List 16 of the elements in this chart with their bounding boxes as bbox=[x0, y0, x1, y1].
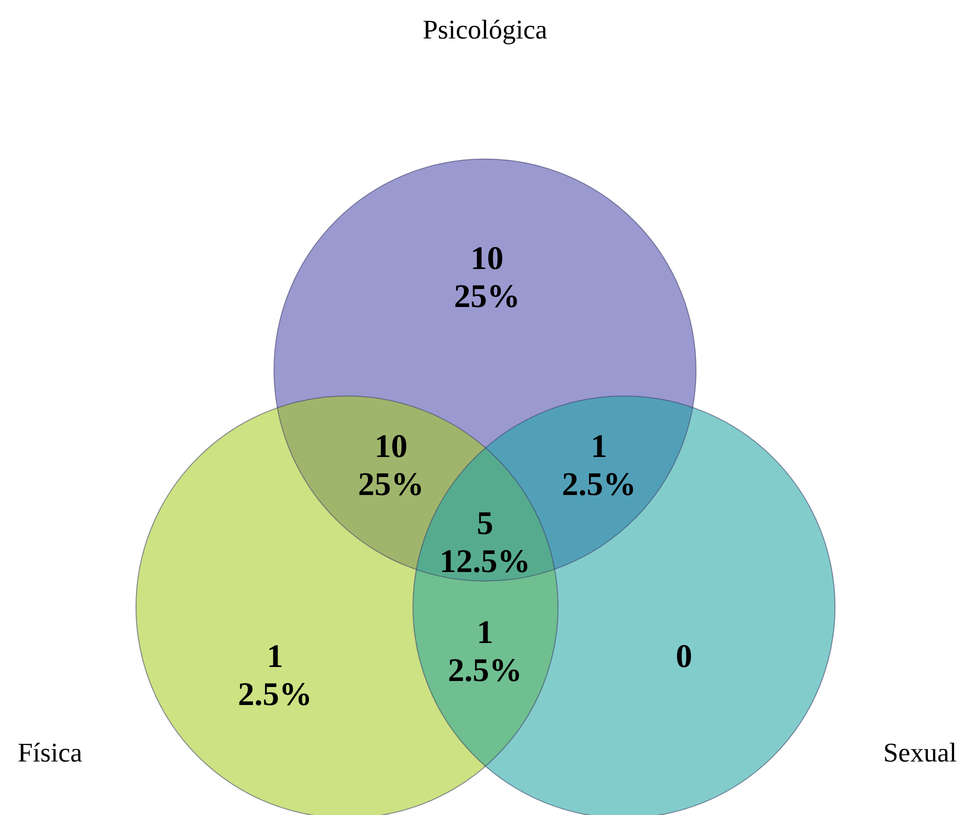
text: 25% bbox=[454, 278, 520, 316]
text: Sexual bbox=[883, 738, 957, 768]
data-label: 10 bbox=[470, 240, 504, 278]
text: 2.5% bbox=[238, 676, 312, 714]
data-label: 1 bbox=[476, 614, 494, 652]
text: Psicológica bbox=[422, 14, 548, 46]
data-label: 10 bbox=[374, 428, 408, 466]
text: 2.5% bbox=[562, 466, 636, 504]
text: 25% bbox=[358, 466, 424, 504]
data-label: 5 bbox=[476, 505, 494, 543]
data-label: 1 bbox=[266, 638, 284, 676]
text: 12.5% bbox=[440, 543, 530, 581]
data-label: 1 bbox=[590, 428, 608, 466]
text: 2.5% bbox=[448, 652, 522, 690]
data-label: 0 bbox=[676, 638, 692, 676]
text: Física bbox=[18, 738, 82, 768]
